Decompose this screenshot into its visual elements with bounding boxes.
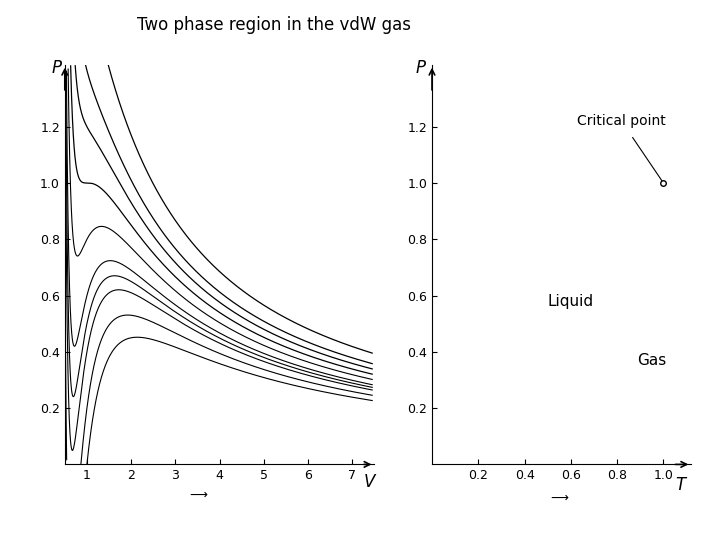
Text: $P$: $P$: [51, 59, 63, 77]
Text: Two phase region in the vdW gas: Two phase region in the vdW gas: [137, 16, 410, 34]
Text: $\longrightarrow$: $\longrightarrow$: [186, 488, 208, 501]
Text: Liquid: Liquid: [548, 294, 594, 309]
Text: $\longrightarrow$: $\longrightarrow$: [549, 491, 570, 504]
Text: Gas: Gas: [637, 353, 667, 368]
Text: $T$: $T$: [675, 476, 688, 494]
Text: Critical point: Critical point: [577, 114, 666, 128]
Text: $P$: $P$: [415, 59, 428, 77]
Text: $V$: $V$: [363, 473, 377, 491]
